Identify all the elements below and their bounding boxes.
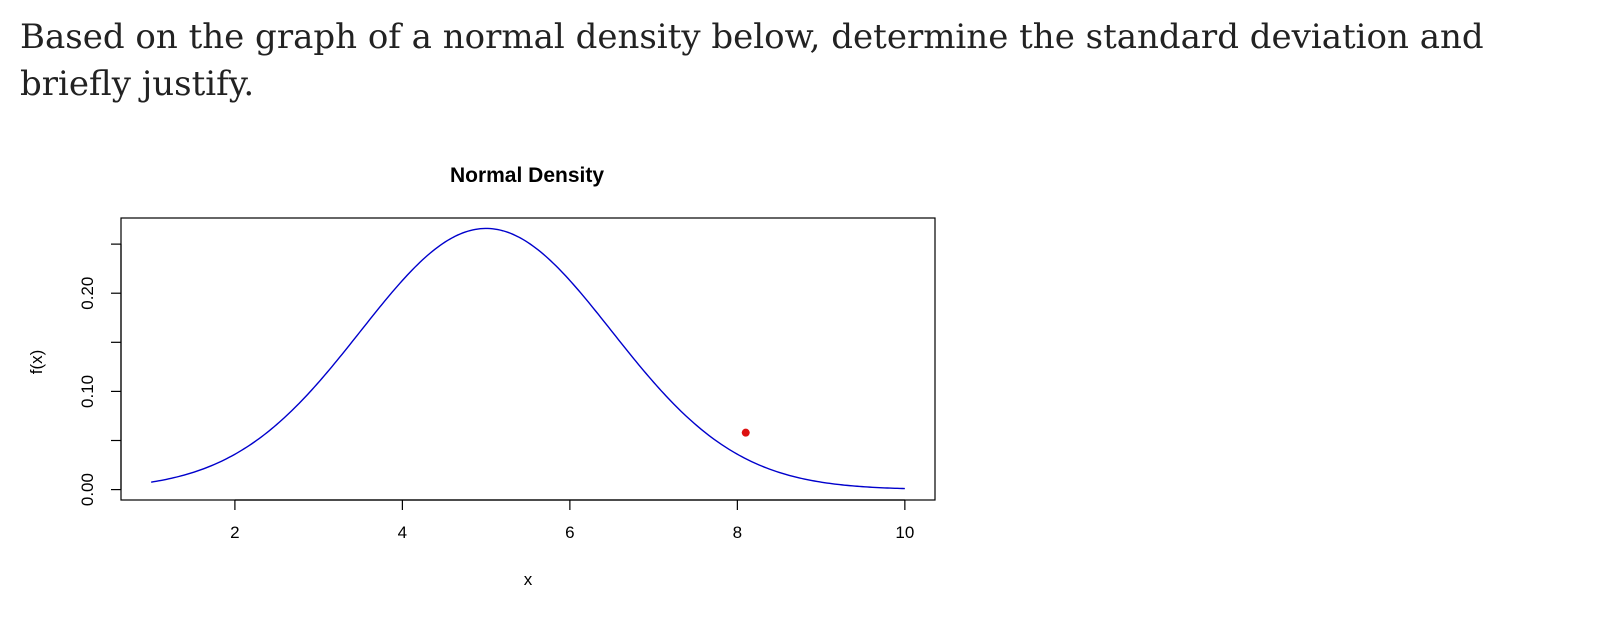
density-curve	[151, 227, 905, 490]
plot-frame	[120, 217, 936, 501]
x-axis: 2 4 6 8 10	[230, 499, 914, 542]
y-axis: 0.00 0.10 0.20	[78, 243, 122, 506]
x-tick-label: 6	[565, 523, 574, 542]
question-text: Based on the graph of a normal density b…	[20, 17, 1484, 104]
y-tick-label: 0.00	[78, 473, 97, 506]
x-axis-label: x	[524, 570, 533, 589]
x-tick-label: 8	[733, 523, 742, 542]
chart-title: Normal Density	[450, 164, 604, 187]
y-axis-label: f(x)	[27, 350, 46, 375]
highlight-point	[741, 428, 750, 437]
x-tick-label: 2	[230, 523, 239, 542]
y-tick-label: 0.20	[78, 277, 97, 310]
x-tick-label: 10	[895, 523, 914, 542]
y-tick-label: 0.10	[78, 375, 97, 408]
x-tick-label: 4	[398, 523, 407, 542]
